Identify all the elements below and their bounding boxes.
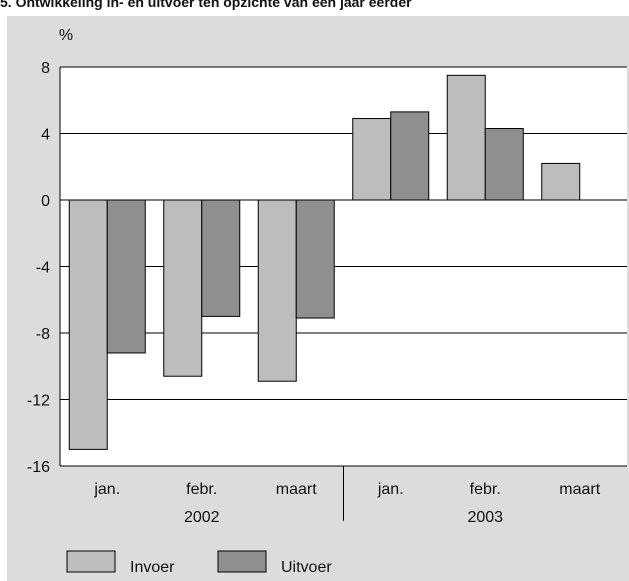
y-tick-label: -12 xyxy=(27,393,50,410)
y-tick-label: -8 xyxy=(36,326,50,343)
x-tick-label: jan. xyxy=(377,481,404,498)
invoer-bar xyxy=(446,74,486,201)
y-tick-label: -4 xyxy=(36,260,50,277)
legend-label: Invoer xyxy=(130,559,175,576)
bar-chart: 8 4 0 -4 -8 -12 -16% jan. febr. maart jan. febr. maa… xyxy=(27,27,627,576)
y-tick-label: -16 xyxy=(27,459,50,476)
invoer-bar xyxy=(352,118,392,201)
x-tick-label: febr. xyxy=(470,481,501,498)
x-group-label: 2002 xyxy=(184,509,220,526)
invoer-bar xyxy=(541,162,581,201)
x-tick-label: jan. xyxy=(93,481,120,498)
chart-panel: 8 4 0 -4 -8 -12 -16% jan. febr. maart jan. febr. maa… xyxy=(7,16,629,581)
x-group-label: 2003 xyxy=(467,509,503,526)
legend-swatch xyxy=(217,550,267,573)
invoer-bar xyxy=(257,199,297,382)
uitvoer-bar xyxy=(390,111,430,201)
uitvoer-bar xyxy=(295,199,335,319)
y-axis-label: % xyxy=(59,27,73,44)
legend-label: Uitvoer xyxy=(281,559,332,576)
x-tick-label: febr. xyxy=(186,481,217,498)
uitvoer-bar xyxy=(106,199,146,354)
x-tick-label: maart xyxy=(559,481,600,498)
y-tick-label: 0 xyxy=(41,193,50,210)
uitvoer-bar xyxy=(201,199,241,317)
legend-swatch xyxy=(66,550,116,573)
uitvoer-bar xyxy=(484,128,524,201)
y-tick-label: 4 xyxy=(41,127,50,144)
invoer-bar xyxy=(163,199,203,377)
chart-title: 5. Ontwikkeling in- en uitvoer ten opzic… xyxy=(0,0,412,10)
y-tick-label: 8 xyxy=(41,60,50,77)
invoer-bar xyxy=(68,199,108,450)
x-tick-label: maart xyxy=(276,481,317,498)
